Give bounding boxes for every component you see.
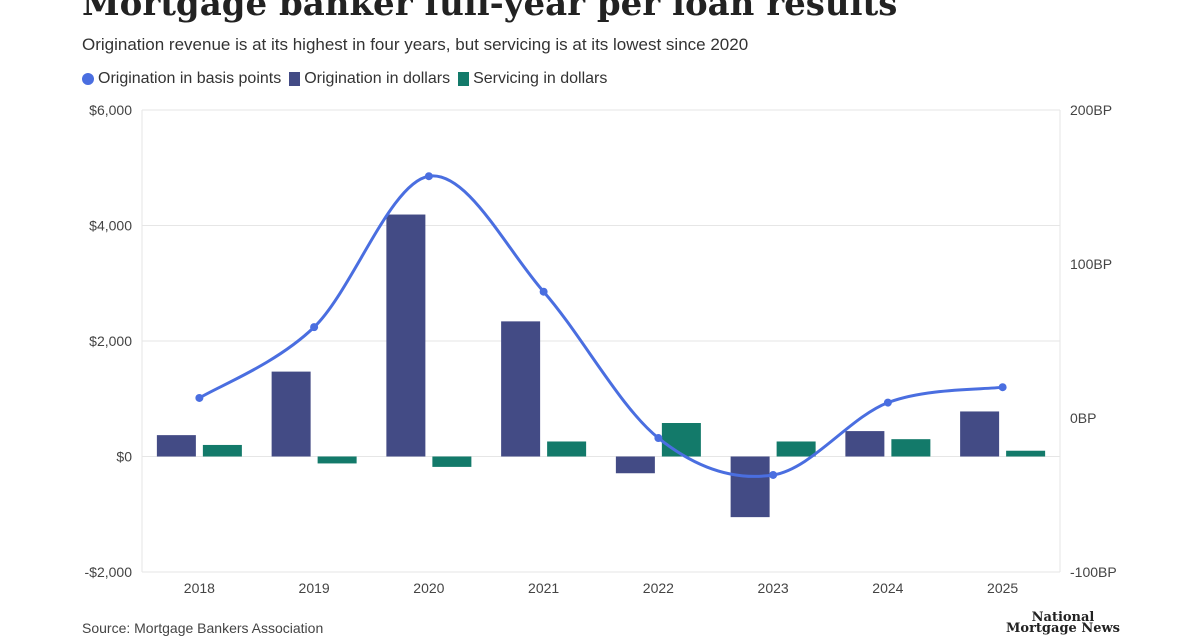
legend-swatch-orig-dollars xyxy=(289,72,301,86)
point-origination-bp-2018 xyxy=(195,393,204,402)
legend-swatch-bp xyxy=(82,73,94,85)
bar-servicing-dollars-2023 xyxy=(776,441,816,457)
legend-label-bp: Origination in basis points xyxy=(98,70,282,87)
bar-origination-dollars-2022 xyxy=(615,456,655,474)
legend-item-orig-dollars[interactable]: Origination in dollars xyxy=(289,70,450,88)
legend-swatch-serv-dollars xyxy=(458,72,470,86)
chart-title: Mortgage banker full-year per loan resul… xyxy=(82,0,898,24)
x-tick-label-2024: 2024 xyxy=(872,580,903,596)
bar-servicing-dollars-2021 xyxy=(547,441,587,457)
left-tick-label: $6,000 xyxy=(89,102,132,118)
x-tick-label-2019: 2019 xyxy=(299,580,330,596)
point-origination-bp-2019 xyxy=(310,323,319,332)
right-tick-label: 0BP xyxy=(1070,410,1096,426)
bar-origination-dollars-2025 xyxy=(960,411,1000,457)
x-tick-label-2022: 2022 xyxy=(643,580,674,596)
bar-origination-dollars-2020 xyxy=(386,214,426,457)
left-tick-label: $2,000 xyxy=(89,333,132,349)
bar-origination-dollars-2023 xyxy=(730,456,770,518)
bar-origination-dollars-2024 xyxy=(845,431,885,457)
x-tick-label-2021: 2021 xyxy=(528,580,559,596)
bar-servicing-dollars-2025 xyxy=(1006,450,1046,457)
left-tick-label: $4,000 xyxy=(89,218,132,234)
right-tick-label: -100BP xyxy=(1070,564,1117,580)
right-tick-label: 200BP xyxy=(1070,102,1112,118)
chart-subtitle: Origination revenue is at its highest in… xyxy=(82,35,749,54)
bar-origination-dollars-2018 xyxy=(156,435,196,457)
point-origination-bp-2023 xyxy=(769,470,778,479)
bar-servicing-dollars-2019 xyxy=(317,456,357,464)
point-origination-bp-2020 xyxy=(424,172,433,181)
bar-servicing-dollars-2024 xyxy=(891,439,931,457)
point-origination-bp-2022 xyxy=(654,434,663,443)
bar-servicing-dollars-2022 xyxy=(661,423,701,457)
legend: Origination in basis points Origination … xyxy=(82,70,607,88)
x-tick-label-2025: 2025 xyxy=(987,580,1018,596)
logo-line-2: Mortgage News xyxy=(1006,621,1120,636)
point-origination-bp-2025 xyxy=(998,383,1007,392)
publisher-logo: National Mortgage News xyxy=(1006,610,1120,636)
left-tick-label: $0 xyxy=(116,449,132,465)
legend-label-orig-dollars: Origination in dollars xyxy=(304,70,451,87)
bar-servicing-dollars-2018 xyxy=(202,444,242,457)
x-tick-label-2020: 2020 xyxy=(413,580,444,596)
line-origination-bp xyxy=(198,174,1003,478)
x-tick-label-2018: 2018 xyxy=(184,580,215,596)
bar-origination-dollars-2019 xyxy=(271,371,311,457)
bar-origination-dollars-2021 xyxy=(501,321,541,457)
legend-item-serv-dollars[interactable]: Servicing in dollars xyxy=(458,70,607,88)
left-tick-label: -$2,000 xyxy=(85,564,133,580)
legend-label-serv-dollars: Servicing in dollars xyxy=(473,70,608,87)
right-tick-label: 100BP xyxy=(1070,256,1112,272)
logo-line-1: National xyxy=(1031,610,1095,625)
legend-item-bp[interactable]: Origination in basis points xyxy=(82,70,281,88)
source-note: Source: Mortgage Bankers Association xyxy=(82,620,324,636)
x-tick-label-2023: 2023 xyxy=(758,580,789,596)
bar-servicing-dollars-2020 xyxy=(432,456,472,467)
point-origination-bp-2021 xyxy=(539,287,548,296)
point-origination-bp-2024 xyxy=(883,398,892,407)
